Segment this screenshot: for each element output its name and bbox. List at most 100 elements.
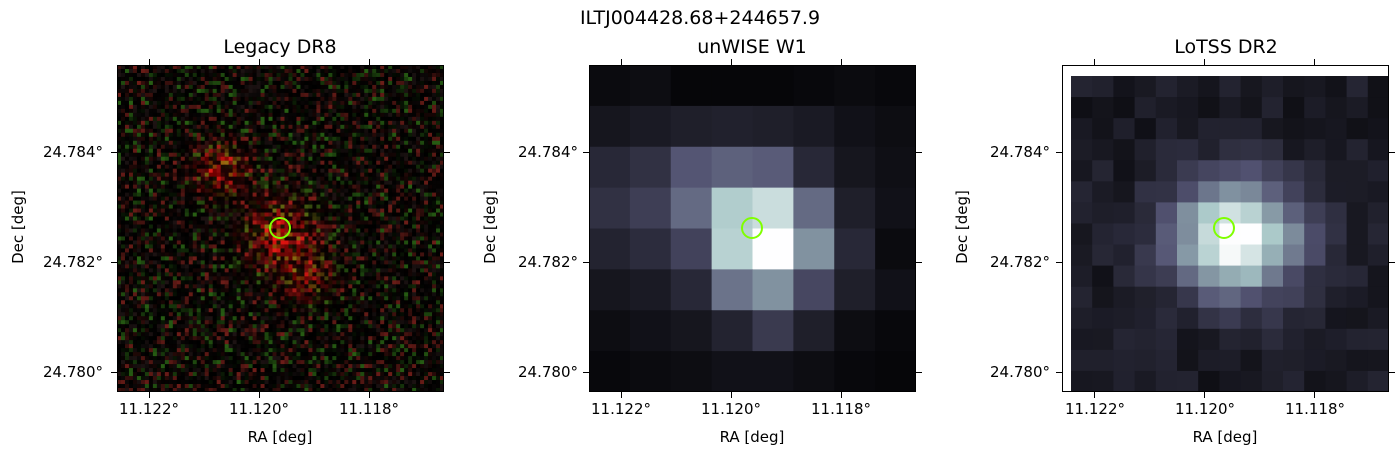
pixel	[208, 88, 214, 94]
pixel	[120, 244, 126, 250]
pixel	[352, 264, 357, 269]
pixel	[328, 152, 333, 158]
pixel	[280, 284, 286, 289]
pixel	[272, 112, 278, 118]
pixel	[212, 76, 218, 82]
pixel	[288, 304, 294, 309]
pixel	[268, 184, 274, 190]
pixel	[204, 176, 210, 182]
pixel	[400, 240, 405, 246]
pixel	[160, 164, 166, 170]
pixel	[432, 164, 437, 170]
pixel	[408, 236, 413, 242]
pixel	[120, 84, 126, 90]
pixel	[132, 76, 138, 82]
pixel	[364, 144, 369, 150]
pixel	[420, 104, 425, 110]
pixel	[164, 240, 170, 246]
pixel	[324, 244, 329, 250]
pixel	[117, 164, 122, 170]
pixel	[160, 248, 166, 254]
pixel	[312, 164, 317, 170]
pixel	[264, 300, 270, 305]
pixel	[172, 116, 178, 122]
pixel	[212, 100, 218, 106]
pixel	[344, 200, 349, 206]
pixel	[320, 208, 325, 214]
pixel	[260, 292, 266, 297]
pixel	[216, 220, 222, 226]
pixel	[120, 128, 126, 134]
pixel	[336, 200, 341, 206]
pixel	[320, 292, 325, 297]
pixel	[184, 76, 190, 82]
pixel	[220, 148, 226, 154]
pixel	[344, 296, 349, 301]
pixel	[132, 160, 138, 166]
pixel	[180, 68, 186, 74]
pixel	[396, 252, 401, 258]
pixel	[272, 136, 278, 142]
pixel	[308, 208, 313, 214]
pixel	[392, 124, 397, 130]
pixel	[356, 264, 361, 269]
pixel	[256, 188, 262, 194]
pixel	[312, 180, 317, 186]
pixel	[440, 284, 444, 289]
pixel	[328, 96, 333, 102]
pixel	[412, 84, 417, 90]
pixel	[296, 180, 302, 186]
pixel	[416, 96, 421, 102]
pixel	[188, 256, 194, 261]
pixel	[140, 252, 146, 258]
pixel	[364, 112, 369, 118]
pixel	[148, 108, 154, 114]
pixel	[180, 188, 186, 194]
pixel	[344, 76, 349, 82]
pixel	[308, 124, 313, 130]
pixel	[276, 140, 282, 146]
pixel	[348, 88, 353, 94]
pixel	[124, 128, 130, 134]
pixel	[308, 176, 313, 182]
pixel	[244, 184, 250, 190]
pixel	[352, 288, 357, 293]
pixel	[212, 128, 218, 134]
pixel	[388, 208, 393, 214]
pixel	[440, 136, 444, 142]
pixel	[360, 196, 365, 202]
pixel	[388, 248, 393, 254]
pixel	[380, 260, 385, 265]
pixel	[200, 300, 206, 305]
pixel	[184, 276, 190, 281]
pixel	[132, 240, 138, 246]
pixel	[176, 196, 182, 202]
pixel	[224, 284, 230, 289]
pixel	[416, 92, 421, 98]
pixel	[388, 296, 393, 301]
pixel	[168, 108, 174, 114]
pixel	[248, 256, 254, 261]
pixel	[188, 188, 194, 194]
pixel	[380, 144, 385, 150]
pixel	[352, 272, 357, 277]
pixel	[440, 220, 444, 226]
pixel	[148, 124, 154, 130]
pixel	[312, 92, 317, 98]
pixel	[396, 65, 401, 70]
pixel	[220, 252, 226, 258]
pixel	[376, 192, 381, 198]
pixel	[144, 76, 150, 82]
pixel	[412, 116, 417, 122]
pixel	[156, 248, 162, 254]
pixel	[132, 168, 138, 174]
pixel	[308, 72, 313, 78]
pixel	[117, 168, 122, 174]
pixel	[436, 252, 441, 258]
pixel	[132, 136, 138, 142]
pixel	[236, 168, 242, 174]
pixel	[384, 252, 389, 258]
pixel	[428, 108, 433, 114]
pixel	[244, 152, 250, 158]
pixel	[180, 204, 186, 210]
